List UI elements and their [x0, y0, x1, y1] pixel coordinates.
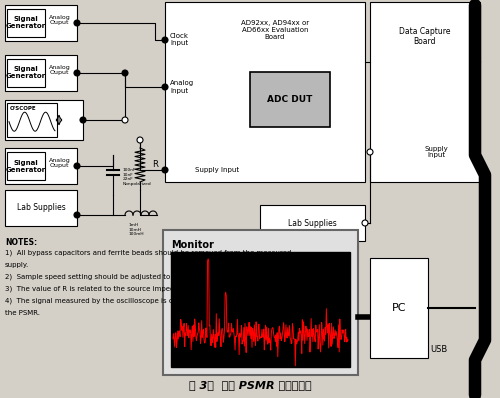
Text: Analog
Ouput: Analog Ouput — [49, 64, 71, 75]
Text: PC: PC — [392, 303, 406, 313]
Text: Analog
Input: Analog Input — [170, 80, 194, 94]
Bar — [260, 205, 365, 241]
Text: USB: USB — [430, 345, 448, 355]
Text: Signal
Generator: Signal Generator — [6, 160, 46, 172]
Bar — [5, 5, 77, 41]
Text: Analog Input Frequency: Analog Input Frequency — [213, 260, 288, 265]
Text: 4)  The signal measured by the oscilloscope is compared to the FFT output to det: 4) The signal measured by the oscillosco… — [5, 298, 314, 304]
Text: Clock
Input: Clock Input — [170, 33, 189, 47]
Text: Error Spur: Error Spur — [240, 300, 272, 305]
Circle shape — [80, 117, 86, 123]
Bar — [370, 2, 480, 182]
Text: 3)  The value of R is related to the source impedance of the end power supplies.: 3) The value of R is related to the sour… — [5, 286, 286, 293]
Circle shape — [137, 137, 143, 143]
Circle shape — [122, 117, 128, 123]
Text: Analog
Ouput: Analog Ouput — [49, 158, 71, 168]
Circle shape — [362, 220, 368, 226]
Bar — [163, 230, 358, 375]
Text: ADC DUT: ADC DUT — [268, 95, 312, 104]
Text: Supply
Input: Supply Input — [424, 146, 448, 158]
Text: NOTES:: NOTES: — [5, 238, 37, 247]
Text: AD92xx, AD94xx or
AD66xx Evaluation
Board: AD92xx, AD94xx or AD66xx Evaluation Boar… — [241, 20, 309, 40]
Text: the PSMR.: the PSMR. — [5, 310, 40, 316]
Circle shape — [367, 149, 373, 155]
Bar — [7, 103, 57, 137]
Text: Lab Supplies: Lab Supplies — [16, 203, 66, 213]
Text: Monitor: Monitor — [171, 240, 214, 250]
Bar — [250, 72, 330, 127]
Text: 1)  All bypass capacitors and ferrite beads should be removed from the measured: 1) All bypass capacitors and ferrite bea… — [5, 250, 291, 256]
Bar — [370, 258, 428, 358]
Bar — [5, 148, 77, 184]
Circle shape — [162, 167, 168, 173]
Bar — [7, 152, 45, 180]
Text: 100nF
10nF
22nF
Nonpolarized: 100nF 10nF 22nF Nonpolarized — [123, 168, 152, 186]
Circle shape — [74, 70, 80, 76]
Text: Signal
Generator: Signal Generator — [6, 16, 46, 29]
Bar — [7, 9, 45, 37]
Text: O'SCOPE: O'SCOPE — [10, 106, 36, 111]
Bar — [171, 252, 350, 367]
Bar — [165, 2, 365, 182]
Circle shape — [122, 70, 128, 76]
Circle shape — [162, 37, 168, 43]
Text: Lab Supplies: Lab Supplies — [288, 219, 337, 228]
Text: supply.: supply. — [5, 262, 29, 268]
Bar — [5, 100, 83, 140]
Text: 图 3：  典型 PSMR 测试设置。: 图 3： 典型 PSMR 测试设置。 — [188, 380, 312, 390]
Bar — [5, 190, 77, 226]
Text: Signal
Generator: Signal Generator — [6, 66, 46, 80]
Text: Analog
Ouput: Analog Ouput — [49, 15, 71, 25]
Text: 1mH
10mH
100mH: 1mH 10mH 100mH — [129, 223, 144, 236]
Bar — [5, 55, 77, 91]
Circle shape — [74, 212, 80, 218]
Circle shape — [74, 20, 80, 26]
Bar — [7, 59, 45, 87]
Text: Data Capture
Board: Data Capture Board — [399, 27, 451, 47]
Text: R: R — [152, 160, 158, 169]
Text: 2)  Sample speed setting should be adjusted to the specified/nominal rate.: 2) Sample speed setting should be adjust… — [5, 274, 267, 281]
Circle shape — [162, 84, 168, 90]
Circle shape — [74, 163, 80, 169]
Text: Supply Input: Supply Input — [195, 167, 239, 173]
